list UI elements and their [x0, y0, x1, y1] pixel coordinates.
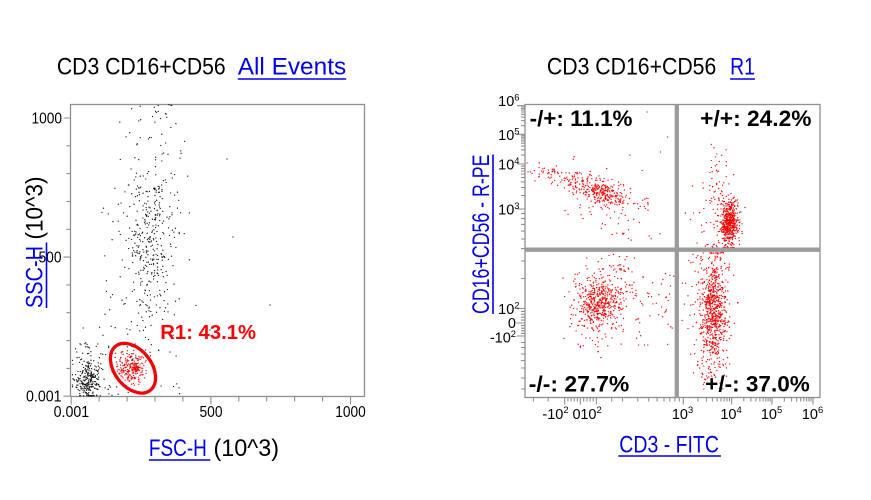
svg-text:-102: -102 [490, 328, 516, 347]
svg-text:102: 102 [498, 300, 519, 319]
svg-text:105: 105 [498, 125, 519, 144]
svg-text:SSC-H(10^3): SSC-H(10^3) [22, 177, 49, 309]
svg-text:0: 0 [572, 407, 580, 423]
svg-text:CD3 - FITC: CD3 - FITC [619, 431, 719, 458]
svg-text:0: 0 [508, 316, 516, 332]
svg-text:R1: 43.1%: R1: 43.1% [160, 321, 256, 344]
svg-text:500: 500 [200, 404, 223, 421]
svg-text:106: 106 [498, 92, 519, 111]
svg-text:+/+: 24.2%: +/+: 24.2% [700, 106, 811, 131]
svg-text:0.001: 0.001 [26, 389, 62, 406]
svg-text:102: 102 [580, 404, 601, 423]
svg-text:103: 103 [498, 200, 519, 219]
svg-text:104: 104 [720, 404, 741, 423]
svg-text:106: 106 [802, 404, 823, 423]
svg-text:1000: 1000 [335, 404, 366, 421]
svg-text:-/+: 11.1%: -/+: 11.1% [530, 106, 633, 131]
svg-text:FSC-H(10^3): FSC-H (10^3) [149, 435, 279, 462]
svg-text:0.001: 0.001 [54, 404, 90, 421]
svg-text:-102: -102 [542, 404, 568, 423]
svg-text:104: 104 [498, 155, 519, 174]
svg-text:103: 103 [672, 404, 693, 423]
svg-text:-/-: 27.7%: -/-: 27.7% [529, 372, 630, 397]
svg-text:500: 500 [39, 250, 62, 267]
svg-text:1000: 1000 [32, 111, 63, 128]
svg-text:105: 105 [761, 404, 782, 423]
svg-text:+/-: 37.0%: +/-: 37.0% [705, 372, 810, 397]
svg-text:CD16+CD56 - R-PE: CD16+CD56 - R-PE [468, 155, 495, 315]
